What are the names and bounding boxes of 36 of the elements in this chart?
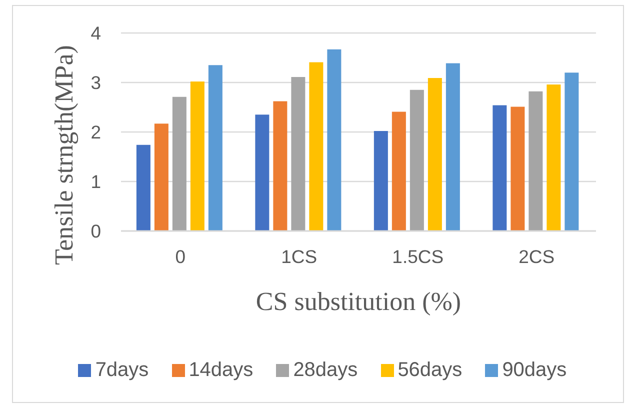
bar [392, 112, 406, 231]
bar [255, 114, 270, 231]
x-tick-label: 0 [175, 246, 186, 268]
bar [208, 65, 222, 231]
legend-label: 90days [502, 359, 567, 381]
x-tick-label: 2CS [518, 246, 555, 268]
bar [136, 144, 150, 231]
x-tick-label: 1CS [281, 246, 318, 268]
legend-label: 14days [188, 359, 254, 381]
bar [273, 101, 288, 231]
bar [410, 90, 424, 231]
bar [309, 62, 324, 231]
y-tick-label: 3 [90, 72, 101, 94]
bar [510, 106, 525, 231]
bar [492, 105, 507, 231]
y-tick-label: 1 [90, 171, 101, 192]
y-axis-title: Tensile strngth(MPa) [50, 45, 78, 265]
y-tick-label: 2 [90, 122, 101, 143]
bar [172, 96, 186, 231]
bar [564, 72, 579, 231]
legend-label: 56days [398, 359, 462, 381]
bar [428, 78, 442, 231]
bar [546, 84, 561, 231]
x-tick-label: 1.5CS [392, 246, 444, 268]
legend-label: 7days [95, 359, 149, 381]
bar [291, 77, 306, 231]
legend-label: 28days [293, 359, 358, 381]
x-axis-title: CS substitution (%) [256, 287, 462, 316]
bar [374, 131, 388, 231]
y-tick-label: 4 [90, 22, 101, 44]
bar [528, 91, 543, 231]
bar [446, 63, 460, 231]
y-tick-label: 0 [90, 220, 101, 242]
bar [190, 82, 204, 231]
bar [327, 49, 342, 231]
bar [154, 124, 168, 231]
